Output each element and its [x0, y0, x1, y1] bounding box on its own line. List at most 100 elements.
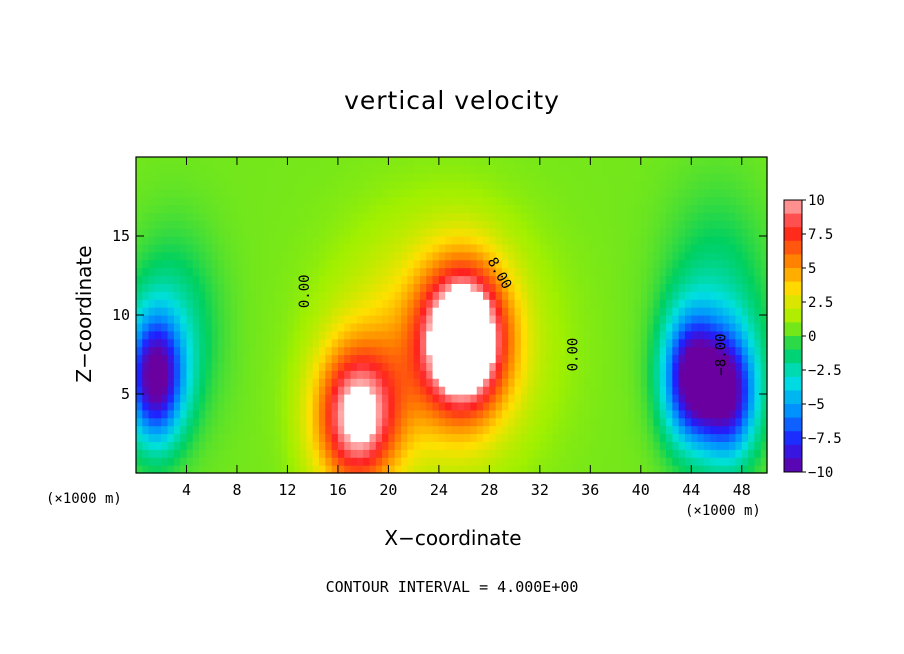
heatmap-cell: [716, 307, 724, 316]
heatmap-cell: [350, 346, 358, 356]
heatmap-cell: [596, 409, 604, 419]
heatmap-cell: [363, 299, 371, 308]
heatmap-cell: [621, 196, 629, 205]
heatmap-cell: [577, 267, 585, 277]
heatmap-cell: [337, 449, 345, 458]
heatmap-cell: [419, 243, 427, 253]
heatmap-cell: [760, 441, 768, 450]
heatmap-cell: [344, 157, 352, 166]
heatmap-cell: [375, 236, 383, 245]
heatmap-cell: [419, 457, 427, 466]
heatmap-cell: [533, 299, 541, 308]
heatmap-cell: [691, 338, 699, 348]
heatmap-cell: [255, 378, 263, 387]
heatmap-cell: [407, 433, 415, 442]
heatmap-cell: [243, 283, 251, 292]
heatmap-cell: [218, 243, 225, 253]
heatmap-cell: [495, 315, 503, 324]
heatmap-cell: [464, 267, 472, 277]
heatmap-cell: [325, 330, 333, 340]
heatmap-cell: [483, 425, 490, 435]
heatmap-cell: [729, 251, 737, 261]
heatmap-cell: [230, 259, 238, 269]
heatmap-cell: [464, 188, 472, 198]
heatmap-cell: [533, 291, 541, 300]
heatmap-cell: [419, 346, 427, 356]
heatmap-cell: [167, 409, 175, 419]
heatmap-cell: [483, 346, 490, 356]
heatmap-cell: [262, 283, 270, 292]
heatmap-cell: [508, 362, 516, 371]
heatmap-cell: [489, 164, 497, 174]
heatmap-cell: [401, 283, 408, 292]
heatmap-cell: [205, 228, 213, 237]
heatmap-cell: [255, 449, 263, 458]
heatmap-cell: [426, 362, 434, 371]
heatmap-cell: [356, 394, 364, 403]
heatmap-cell: [274, 378, 282, 387]
heatmap-cell: [293, 220, 301, 229]
heatmap-cell: [394, 354, 402, 363]
heatmap-cell: [369, 172, 377, 182]
heatmap-cell: [501, 322, 509, 332]
heatmap-cell: [167, 394, 175, 403]
heatmap-cell: [552, 386, 560, 395]
heatmap-cell: [647, 291, 655, 300]
heatmap-cell: [672, 267, 680, 277]
heatmap-cell: [748, 315, 755, 324]
heatmap-cell: [154, 330, 162, 340]
heatmap-cell: [318, 457, 326, 466]
heatmap-cell: [539, 354, 547, 363]
heatmap-cell: [161, 322, 169, 332]
heatmap-cell: [539, 457, 547, 466]
heatmap-cell: [407, 322, 415, 332]
heatmap-cell: [584, 338, 591, 348]
heatmap-cell: [457, 267, 465, 277]
heatmap-cell: [489, 386, 497, 395]
heatmap-cell: [356, 243, 364, 253]
heatmap-cell: [344, 441, 352, 450]
heatmap-cell: [451, 196, 459, 205]
heatmap-cell: [287, 204, 295, 213]
heatmap-cell: [628, 362, 636, 371]
heatmap-cell: [382, 433, 389, 442]
heatmap-cell: [754, 283, 762, 292]
heatmap-cell: [325, 172, 333, 182]
heatmap-cell: [495, 386, 503, 395]
heatmap-cell: [628, 243, 636, 253]
heatmap-cell: [224, 425, 232, 435]
heatmap-cell: [590, 449, 598, 458]
heatmap-cell: [192, 425, 200, 435]
heatmap-cell: [161, 370, 169, 379]
heatmap-cell: [508, 196, 516, 205]
heatmap-cell: [666, 394, 673, 403]
heatmap-cell: [318, 251, 326, 261]
heatmap-cell: [318, 465, 326, 474]
heatmap-cell: [388, 417, 396, 427]
heatmap-cell: [192, 457, 200, 466]
heatmap-cell: [464, 370, 472, 379]
heatmap-cell: [306, 172, 314, 182]
heatmap-cell: [249, 315, 257, 324]
heatmap-cell: [337, 425, 345, 435]
heatmap-cell: [211, 401, 219, 411]
heatmap-cell: [432, 433, 440, 442]
heatmap-cell: [590, 354, 598, 363]
heatmap-cell: [312, 315, 320, 324]
heatmap-cell: [483, 157, 490, 166]
heatmap-cell: [609, 307, 617, 316]
heatmap-cell: [432, 299, 440, 308]
heatmap-cell: [691, 417, 699, 427]
heatmap-cell: [407, 315, 415, 324]
heatmap-cell: [514, 425, 522, 435]
heatmap-cell: [470, 322, 478, 332]
heatmap-cell: [148, 220, 156, 229]
heatmap-cell: [647, 164, 655, 174]
heatmap-cell: [684, 433, 692, 442]
heatmap-cell: [533, 307, 541, 316]
heatmap-cell: [754, 433, 762, 442]
heatmap-cell: [211, 243, 219, 253]
heatmap-cell: [186, 172, 194, 182]
heatmap-cell: [476, 449, 484, 458]
heatmap-cell: [596, 267, 604, 277]
